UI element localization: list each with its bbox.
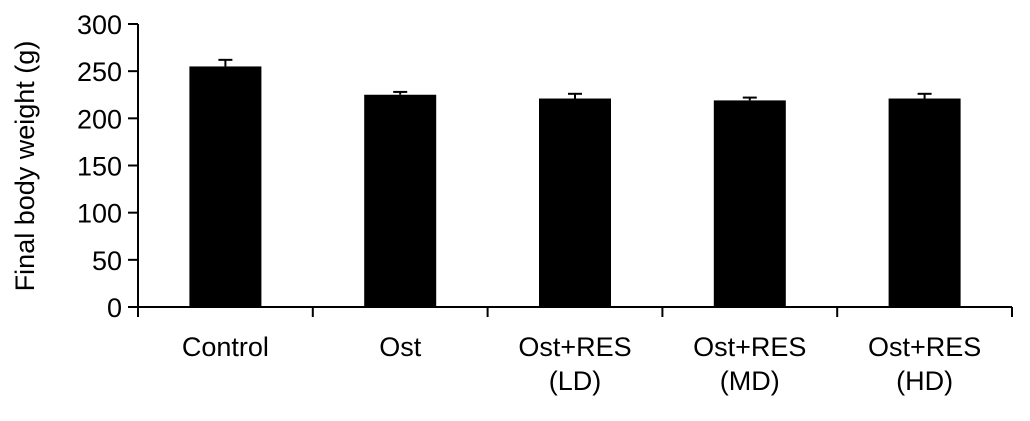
y-tick-labels: 0 50 100 150 200 250 300 [77,10,122,323]
y-axis [128,23,139,308]
y-tick-label: 0 [107,293,122,323]
error-bars [218,58,932,101]
x-tick-label: Ost+RES [868,332,981,362]
y-tick-label: 250 [77,57,122,87]
bar [713,100,786,307]
y-tick-label: 300 [77,10,122,40]
x-tick-label: Ost+RES [693,332,806,362]
x-tick-labels: Control Ost Ost+RES (LD) Ost+RES (MD) Ost+RES (… [182,332,981,396]
y-tick-label: 100 [77,199,122,229]
y-axis-label: Final body weight (g) [10,41,40,292]
bars [189,66,961,307]
x-axis [137,306,1013,317]
bar [189,66,262,307]
y-tick-label: 200 [77,104,122,134]
bar [539,98,611,307]
x-tick-label: Control [182,332,269,362]
x-tick-label: (MD) [720,366,780,396]
y-tick-label: 50 [92,246,122,276]
y-tick-label: 150 [77,152,122,182]
bar [888,98,961,307]
x-tick-label: (HD) [896,366,953,396]
x-tick-label: Ost [379,332,422,362]
x-tick-label: (LD) [549,366,602,396]
x-tick-label: Ost+RES [518,332,631,362]
bar [364,94,437,307]
